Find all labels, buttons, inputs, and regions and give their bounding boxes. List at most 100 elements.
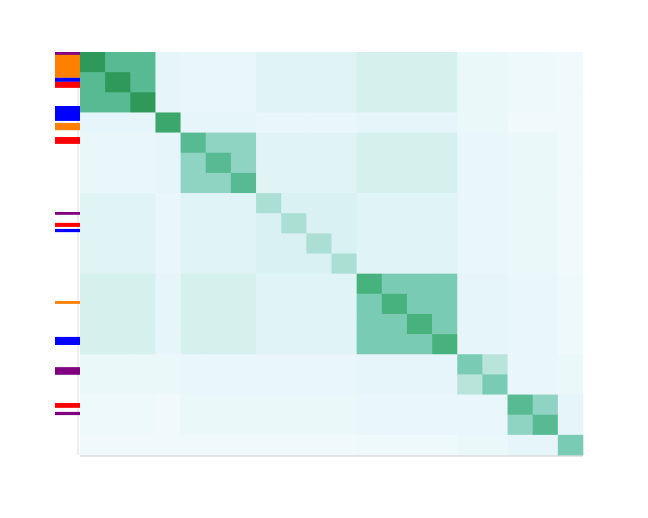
heatmap-cell: [406, 374, 433, 395]
heatmap-cell: [457, 414, 483, 436]
heatmap-cell: [457, 172, 483, 194]
heatmap-cell: [356, 293, 383, 315]
heatmap-cell: [256, 414, 282, 436]
heatmap-cell: [381, 72, 408, 93]
heatmap-cell: [155, 112, 181, 133]
heatmap-cell: [381, 92, 408, 113]
heatmap-cell: [180, 213, 207, 234]
heatmap-cell: [105, 293, 131, 315]
heatmap-cell: [356, 193, 383, 214]
heatmap-cell: [482, 414, 508, 436]
heatmap-cell: [230, 293, 257, 315]
heatmap-cell: [180, 112, 207, 133]
heatmap-cell: [507, 92, 533, 113]
heatmap-cell: [331, 253, 357, 274]
heatmap-cell: [356, 213, 383, 234]
heatmap-cell: [482, 313, 508, 335]
heatmap-cell: [80, 92, 106, 113]
heatmap-cell: [80, 72, 106, 93]
heatmap-cell: [306, 92, 332, 113]
heatmap-cell: [80, 112, 106, 133]
heatmap-cell: [381, 273, 408, 295]
heatmap-cell: [130, 213, 156, 234]
heatmap-cell: [155, 193, 181, 214]
heatmap-cell: [331, 132, 357, 154]
heatmap-cell: [406, 112, 433, 133]
heatmap-cell: [155, 313, 181, 335]
heatmap-cell: [406, 293, 433, 315]
heatmap-cell: [381, 313, 408, 335]
heatmap-cell: [406, 193, 433, 214]
heatmap-cell: [180, 313, 207, 335]
heatmap-cell: [507, 112, 533, 133]
heatmap-cell: [205, 253, 232, 274]
heatmap-cell: [205, 52, 232, 73]
heatmap-cell: [356, 273, 383, 295]
heatmap-cell: [281, 112, 307, 133]
heatmap-cell: [281, 152, 307, 174]
heatmap-cell: [331, 354, 357, 375]
heatmap-cell: [457, 233, 483, 254]
heatmap-cell: [331, 273, 357, 295]
heatmap-cell: [406, 72, 433, 93]
heatmap-cell: [281, 172, 307, 194]
heatmap-cell: [180, 273, 207, 295]
heatmap-cell: [406, 253, 433, 274]
row-annotation: [55, 122, 80, 131]
heatmap-cell: [80, 172, 106, 194]
heatmap-cell: [306, 253, 332, 274]
heatmap-cell: [80, 152, 106, 174]
heatmap-cell: [457, 334, 483, 355]
heatmap-cell: [205, 152, 232, 174]
heatmap-cell: [557, 434, 584, 456]
row-annotation: [55, 211, 80, 215]
heatmap-cell: [180, 334, 207, 355]
heatmap-cell: [306, 172, 332, 194]
heatmap-cell: [180, 193, 207, 214]
heatmap-cell: [306, 132, 332, 154]
heatmap-cell: [180, 233, 207, 254]
heatmap-cell: [432, 334, 458, 355]
heatmap-cell: [432, 213, 458, 234]
heatmap-cell: [80, 233, 106, 254]
heatmap-cell: [482, 152, 508, 174]
heatmap-cell: [230, 152, 257, 174]
heatmap-cell: [130, 394, 156, 415]
heatmap-cell: [532, 374, 559, 395]
row-annotation: [55, 403, 80, 408]
heatmap-cell: [507, 293, 533, 315]
heatmap-cell: [256, 92, 282, 113]
heatmap-cell: [80, 334, 106, 355]
heatmap-cell: [507, 354, 533, 375]
heatmap-cell: [306, 374, 332, 395]
heatmap-cell: [205, 72, 232, 93]
heatmap-cell: [105, 152, 131, 174]
heatmap-cell: [356, 253, 383, 274]
heatmap-cell: [130, 172, 156, 194]
heatmap-cell: [180, 152, 207, 174]
heatmap-cell: [306, 193, 332, 214]
heatmap-cell: [155, 273, 181, 295]
heatmap-cell: [230, 313, 257, 335]
heatmap-cell: [155, 394, 181, 415]
heatmap-cell: [80, 434, 106, 456]
heatmap-cell: [80, 193, 106, 214]
heatmap-cell: [230, 414, 257, 436]
heatmap-cell: [457, 253, 483, 274]
heatmap-cell: [482, 92, 508, 113]
heatmap-cell: [331, 193, 357, 214]
heatmap-cell: [130, 92, 156, 113]
heatmap-cell: [406, 233, 433, 254]
heatmap-cell: [557, 172, 584, 194]
heatmap-cell: [205, 273, 232, 295]
heatmap-cell: [557, 354, 584, 375]
heatmap-cell: [205, 293, 232, 315]
heatmap-cell: [256, 112, 282, 133]
heatmap-cell: [155, 253, 181, 274]
heatmap-cell: [482, 434, 508, 456]
heatmap-cell: [306, 152, 332, 174]
heatmap-cell: [130, 313, 156, 335]
heatmap-cell: [80, 253, 106, 274]
heatmap-cell: [331, 293, 357, 315]
